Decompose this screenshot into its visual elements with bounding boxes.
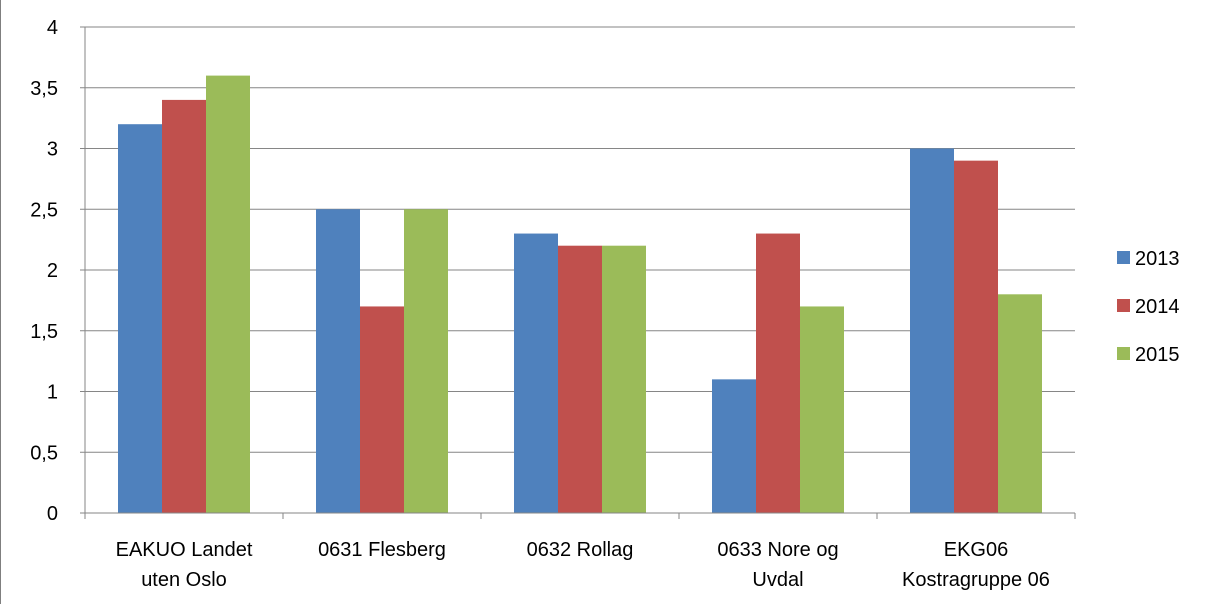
y-tick-label: 2 bbox=[47, 260, 58, 282]
bar-2014 bbox=[558, 245, 602, 513]
bar-2013 bbox=[118, 124, 162, 513]
bar-2014 bbox=[756, 233, 800, 514]
bar-2013 bbox=[712, 379, 756, 513]
x-tick-label: uten Oslo bbox=[141, 569, 227, 591]
legend-swatch-2013 bbox=[1117, 251, 1130, 264]
bar-2014 bbox=[360, 306, 404, 513]
bars bbox=[118, 75, 1042, 514]
bar-2013 bbox=[910, 148, 954, 513]
bar-2014 bbox=[954, 160, 998, 513]
y-tick-label: 0,5 bbox=[30, 442, 58, 464]
x-tick-label: Uvdal bbox=[752, 569, 803, 591]
x-tick-label: 0633 Nore og bbox=[717, 539, 838, 561]
y-axis-tick-labels: 0 0,5 1 1,5 2 2,5 3 3,5 4 bbox=[30, 17, 58, 525]
bar-2013 bbox=[316, 209, 360, 513]
bar-2015 bbox=[206, 75, 250, 513]
x-tick-label: EKG06 bbox=[944, 539, 1008, 561]
axes bbox=[80, 26, 1076, 519]
x-tick-label: 0631 Flesberg bbox=[318, 539, 446, 561]
bar-2014 bbox=[162, 99, 206, 514]
bar-2015 bbox=[998, 294, 1042, 513]
y-tick-label: 1,5 bbox=[30, 321, 58, 343]
x-tick-label: 0632 Rollag bbox=[527, 539, 634, 561]
y-tick-label: 4 bbox=[47, 17, 58, 39]
legend-swatch-2015 bbox=[1117, 347, 1130, 360]
y-tick-label: 1 bbox=[47, 382, 58, 404]
legend: 2013 2014 2015 bbox=[1117, 248, 1180, 366]
bar-2015 bbox=[602, 245, 646, 513]
legend-label-2014: 2014 bbox=[1135, 296, 1180, 318]
bar-2013 bbox=[514, 233, 558, 514]
x-tick-label: EAKUO Landet bbox=[116, 539, 253, 561]
x-tick-label: Kostragruppe 06 bbox=[902, 569, 1050, 591]
y-tick-label: 3,5 bbox=[30, 78, 58, 100]
y-tick-label: 0 bbox=[47, 503, 58, 525]
legend-swatch-2014 bbox=[1117, 299, 1130, 312]
legend-label-2015: 2015 bbox=[1135, 344, 1180, 366]
bar-2015 bbox=[800, 306, 844, 513]
legend-label-2013: 2013 bbox=[1135, 248, 1180, 270]
x-axis-tick-labels: EAKUO Landet uten Oslo 0631 Flesberg 0632 R… bbox=[116, 539, 1050, 591]
y-tick-label: 3 bbox=[47, 139, 58, 161]
y-tick-label: 2,5 bbox=[30, 199, 58, 221]
bar-2015 bbox=[404, 209, 448, 513]
